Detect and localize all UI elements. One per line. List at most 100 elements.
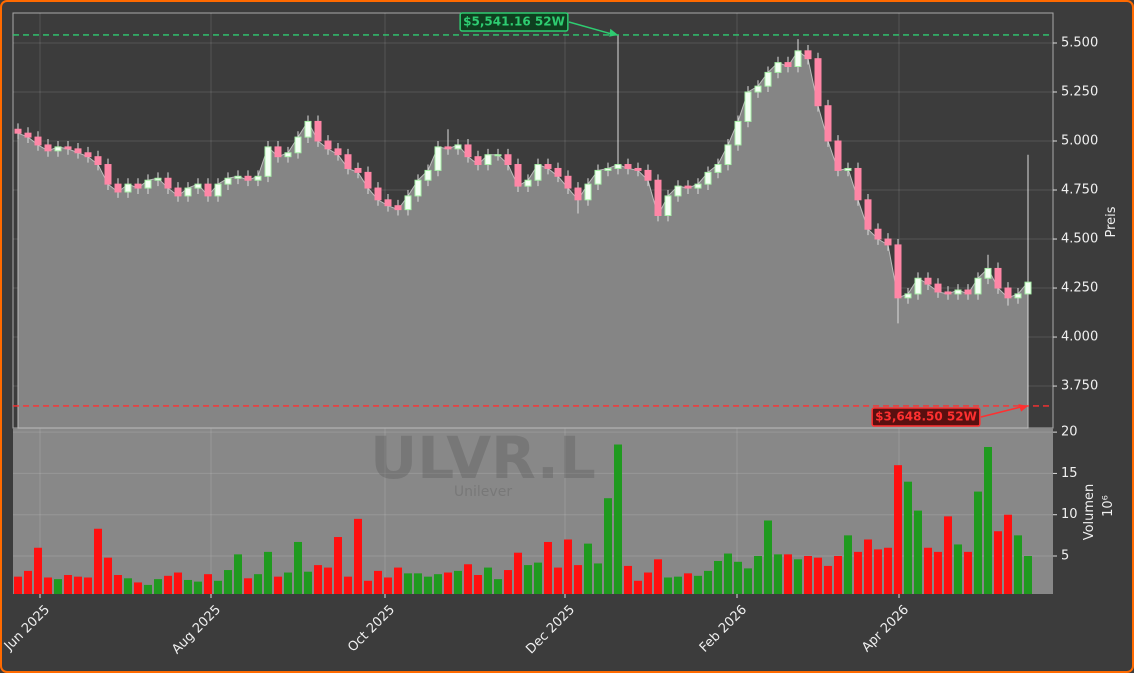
volume-bar [724,553,732,594]
candle-body [954,289,962,295]
candle-body [284,152,292,158]
candle-body [734,120,742,146]
candle-body [714,164,722,173]
volume-bar [64,575,72,594]
candle-body [244,175,252,181]
candle-body [944,291,952,295]
volume-bar [954,544,962,594]
volume-bar [1024,556,1032,594]
candle-body [984,267,992,279]
candle-body [344,154,352,169]
volume-bar [514,552,522,594]
candle-body [904,293,912,299]
volume-bar [94,528,102,594]
volume-bar [1014,535,1022,594]
y-axis-label: Preis [1104,206,1119,237]
volume-bar [84,577,92,594]
volume-bar [774,554,782,594]
candle-body [354,167,362,173]
volume-bar [104,557,112,594]
y2-tick-label: 10 [1061,507,1078,522]
candle-body [794,50,802,68]
candle-body [604,167,612,171]
volume-bar [164,575,172,594]
candle-body [504,154,512,166]
candle-body [744,91,752,122]
candle-body [784,62,792,68]
volume-bar [364,580,372,594]
candle-body [614,164,622,169]
candle-body [914,277,922,295]
volume-bar [654,559,662,594]
y-tick-label: 4.500 [1061,232,1098,247]
volume-bar [944,516,952,594]
volume-bar [444,572,452,594]
candle-body [124,183,132,193]
candle-body [974,277,982,295]
volume-bar [304,571,312,594]
volume-bar [34,547,42,594]
volume-bar [764,520,772,594]
annotation-label: $3,648.50 52W [875,410,977,424]
arrow-head [609,28,619,37]
watermark: ULVR.L [370,424,596,492]
y-tick-label: 5.000 [1061,134,1098,149]
volume-bar [934,551,942,594]
volume-bar [914,510,922,594]
candle-body [494,154,502,157]
candle-body [134,183,142,189]
candle-body [524,179,532,187]
volume-bar [714,560,722,594]
candle-body [254,175,262,181]
volume-bar [144,584,152,594]
candle-body [434,146,442,171]
volume-bar [484,567,492,594]
volume-bar [314,565,322,594]
candle-body [554,167,562,177]
volume-bar [904,481,912,594]
candle-body [534,164,542,181]
candle-body [834,140,842,171]
volume-bar [984,446,992,594]
candle-body [684,185,692,189]
volume-bar [734,561,742,594]
volume-bar [634,580,642,594]
volume-bar [534,562,542,594]
candle-body [564,175,572,189]
volume-bar [664,577,672,594]
candle-body [384,199,392,207]
candle-body [644,169,652,181]
volume-bar [284,572,292,594]
volume-bar [344,576,352,594]
arrow-head [1018,404,1028,412]
volume-bar [614,444,622,594]
candle-body [724,144,732,166]
volume-bar [524,565,532,594]
candle-body [24,132,32,138]
volume-bar [154,579,162,594]
volume-bar [384,577,392,594]
volume-bar [24,570,32,594]
candle-body [194,183,202,189]
volume-bar [324,567,332,594]
volume-bar [924,547,932,594]
candle-body [1024,281,1032,295]
plot-layer: forexsignale.trade3.7504.0004.2504.5004.… [1,12,1098,657]
volume-bar [594,563,602,594]
candle-body [864,199,872,230]
volume-bar [44,577,52,594]
candle-body [514,164,522,187]
candle-body [574,187,582,201]
y-tick-label: 5.500 [1061,35,1098,50]
volume-bar [554,567,562,594]
candle-body [154,177,162,181]
candle-body [94,156,102,166]
volume-bar [754,556,762,594]
volume-bar [844,535,852,594]
y-tick-label: 4.750 [1061,183,1098,198]
y2-tick-label: 15 [1061,466,1078,481]
volume-bar [404,573,412,594]
volume-bar [464,564,472,594]
candle-body [364,171,372,189]
volume-bar [744,568,752,594]
